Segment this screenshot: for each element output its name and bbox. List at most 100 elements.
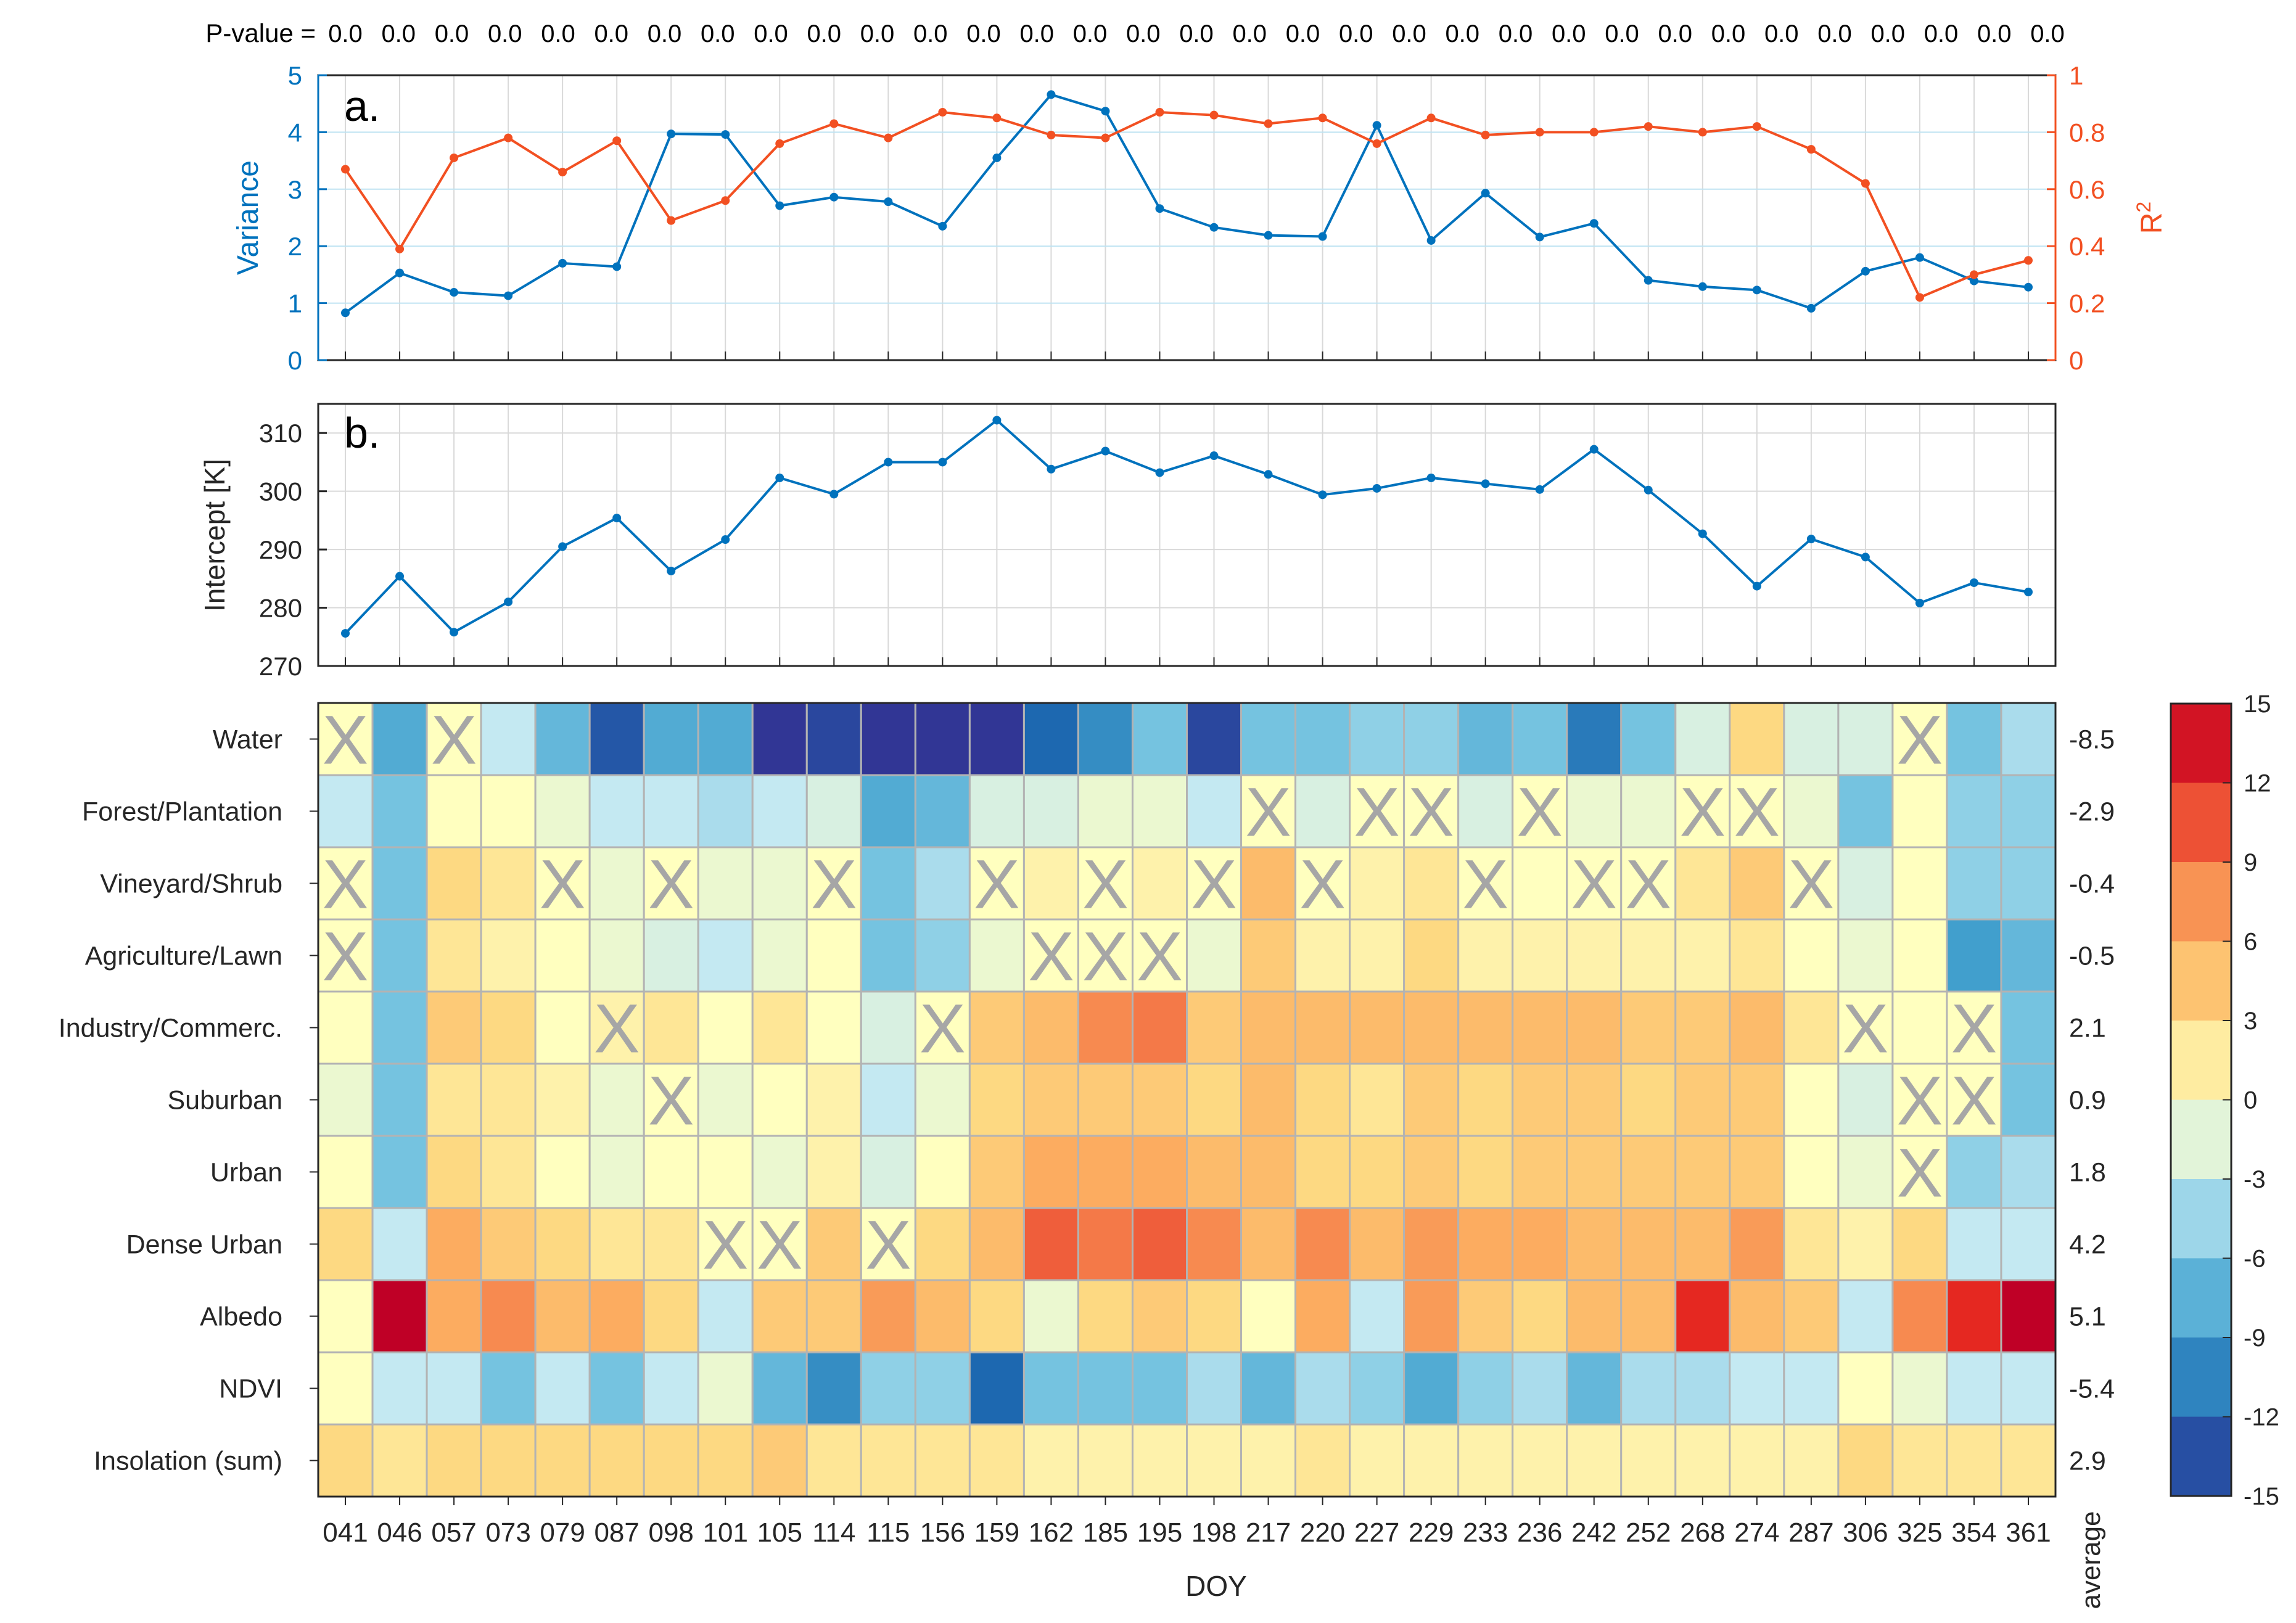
r2-point [395,244,405,253]
r2-point [1644,122,1653,131]
heatmap-cell [1729,1351,1785,1426]
heatmap-cell [1457,1423,1514,1498]
intercept-point [1644,485,1653,495]
variance-point [341,308,350,318]
heatmap-cell [1294,774,1351,848]
pvalue-row: 0.0 0.0 0.0 0.0 0.0 0.0 0.0 0.0 0.0 0.0 0.0 0.0 0.0 0… [328,20,2065,47]
heatmap-cell [860,846,916,921]
panel-b-frame [317,403,2057,667]
heatmap-cell [480,1351,537,1426]
pvalue: 0.0 [488,20,522,47]
r2-point [721,196,730,205]
heatmap-cell [534,1062,591,1137]
heatmap-cell [426,1423,482,1498]
heatmap-cell [1620,846,1677,921]
variance-y-tick-label: 1 [288,289,302,318]
heatmap-row-label: Agriculture/Lawn [85,942,282,971]
heatmap-cell [1946,1423,2002,1498]
heatmap-cell [1566,1207,1623,1281]
heatmap-cell [1186,846,1243,921]
heatmap-cell [914,1062,971,1137]
heatmap-cell [1891,1279,1948,1354]
heatmap-cell [805,1207,862,1281]
heatmap-cell [751,1279,808,1354]
heatmap-cell [1077,774,1134,848]
heatmap-cell [1403,1135,1460,1209]
heatmap-cell [588,1279,645,1354]
heatmap-cell [1077,1062,1134,1137]
pvalue: 0.0 [1552,20,1586,47]
heatmap-row-average: 2.9 [2069,1447,2106,1476]
doy-tick-label: 046 [377,1518,422,1548]
intercept-point [1209,451,1219,461]
heatmap-cell [1131,702,1188,776]
pvalue: 0.0 [328,20,363,47]
heatmap-cell [588,918,645,993]
intercept-y-tick-label: 280 [259,594,302,623]
intercept-point [1915,599,1924,607]
heatmap-cell [1131,1135,1188,1209]
heatmap-row-average: -0.4 [2069,869,2115,899]
pvalue: 0.0 [1977,20,2012,47]
heatmap-cell [860,1279,916,1354]
heatmap-cell [1131,1351,1188,1426]
heatmap-cell [1566,1351,1623,1426]
variance-point [1264,231,1273,240]
intercept-point [1101,446,1110,456]
heatmap-cell [2000,774,2057,848]
heatmap-cell [1240,702,1297,776]
intercept-point [1698,529,1707,538]
heatmap-cell [317,1351,374,1426]
excluded-mark: X [974,846,1020,923]
heatmap-cell [1674,990,1731,1065]
heatmap-cell [480,1279,537,1354]
heatmap-cell [751,846,808,921]
heatmap-cell [1186,702,1243,776]
heatmap-cell [317,918,374,993]
pvalue: 0.0 [541,20,575,47]
heatmap-cell [968,774,1025,848]
heatmap-cell [1131,774,1188,848]
heatmap-cell [751,1207,808,1281]
heatmap-cell [805,702,862,776]
colorbar-block [2171,1416,2231,1497]
heatmap-cell [1403,1351,1460,1426]
heatmap-cell [480,1135,537,1209]
heatmap-cell [1783,1351,1840,1426]
heatmap-cell [1674,774,1731,848]
heatmap-cell [1946,1351,2002,1426]
heatmap-cell [805,1423,862,1498]
heatmap-cell [751,702,808,776]
pvalue: 0.0 [1817,20,1852,47]
heatmap-cell [805,990,862,1065]
variance-point [938,221,947,231]
r2-point [1698,128,1707,137]
panel-a-label: a. [344,82,380,130]
heatmap-cell [426,702,482,776]
variance-point [1209,223,1219,232]
colorbar: 15 12 9 6 3 0 -3 -6 -9 -12 -15 [2170,691,2279,1510]
heatmap-cell [968,990,1025,1065]
heatmap-cell [643,1135,699,1209]
heatmap-cell [697,1135,754,1209]
heatmap-cell [371,1135,428,1209]
r2-point [558,168,567,177]
heatmap-cell [1294,1135,1351,1209]
heatmap-cell [751,990,808,1065]
heatmap-cell [860,774,916,848]
excluded-mark: X [1897,702,1943,779]
r2-y-tick-label: 0.4 [2069,232,2105,261]
doy-tick-label: 233 [1463,1518,1508,1548]
heatmap-cell [1240,1279,1297,1354]
colorbar-tick-label: -6 [2244,1246,2266,1273]
heatmap-cell [1457,1135,1514,1209]
variance-point [829,192,839,202]
excluded-mark: X [1354,774,1400,851]
intercept-point [775,473,784,482]
heatmap-cell [1403,846,1460,921]
variance-point [1101,107,1110,116]
panel-a-series [341,90,2033,318]
heatmap-cell [1349,1423,1405,1498]
excluded-mark: X [1028,918,1074,995]
heatmap-cell [1837,846,1894,921]
